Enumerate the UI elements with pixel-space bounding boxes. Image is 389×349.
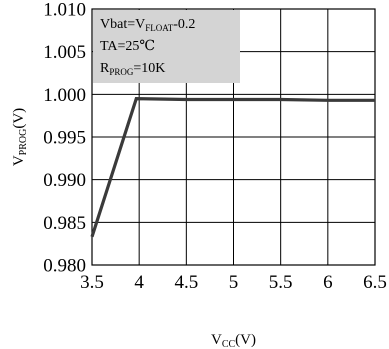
plot-frame — [91, 8, 376, 266]
y-tick-label: 1.010 — [43, 0, 86, 21]
y-tick-label: 1.005 — [43, 42, 86, 63]
annotation-text: TA=25℃ — [100, 39, 155, 54]
x-tick-label: 5.5 — [269, 272, 293, 293]
annotation-text: Vbat=VFLOAT-0.2 — [100, 17, 195, 33]
x-tick-label: 6.5 — [363, 272, 387, 293]
data-series-line — [90, 96, 375, 238]
x-axis-title: VCC(V) — [211, 332, 256, 349]
annotation-text: RPROG=10K — [100, 61, 165, 77]
x-tick-label: 3.5 — [80, 272, 104, 293]
x-tick-label: 4.5 — [174, 272, 198, 293]
y-tick-label: 0.980 — [43, 256, 86, 277]
x-tick-label: 6 — [323, 272, 333, 293]
y-axis-title: VPROG(V) — [11, 108, 29, 166]
y-tick-label: 0.990 — [43, 170, 86, 191]
x-tick-label: 4 — [134, 272, 144, 293]
annotation-box — [93, 10, 240, 83]
y-tick-label: 0.985 — [43, 213, 86, 234]
y-tick-label: 1.000 — [43, 85, 86, 106]
x-tick-label: 5 — [229, 272, 239, 293]
y-tick-label: 0.995 — [43, 128, 86, 149]
